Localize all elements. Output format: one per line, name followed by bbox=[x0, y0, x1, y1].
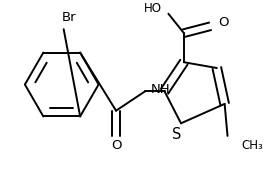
Text: NH: NH bbox=[151, 83, 170, 96]
Text: Br: Br bbox=[62, 11, 77, 24]
Text: O: O bbox=[111, 139, 121, 152]
Text: S: S bbox=[172, 127, 182, 142]
Text: CH₃: CH₃ bbox=[241, 139, 263, 152]
Text: O: O bbox=[218, 16, 229, 29]
Text: HO: HO bbox=[144, 2, 162, 15]
